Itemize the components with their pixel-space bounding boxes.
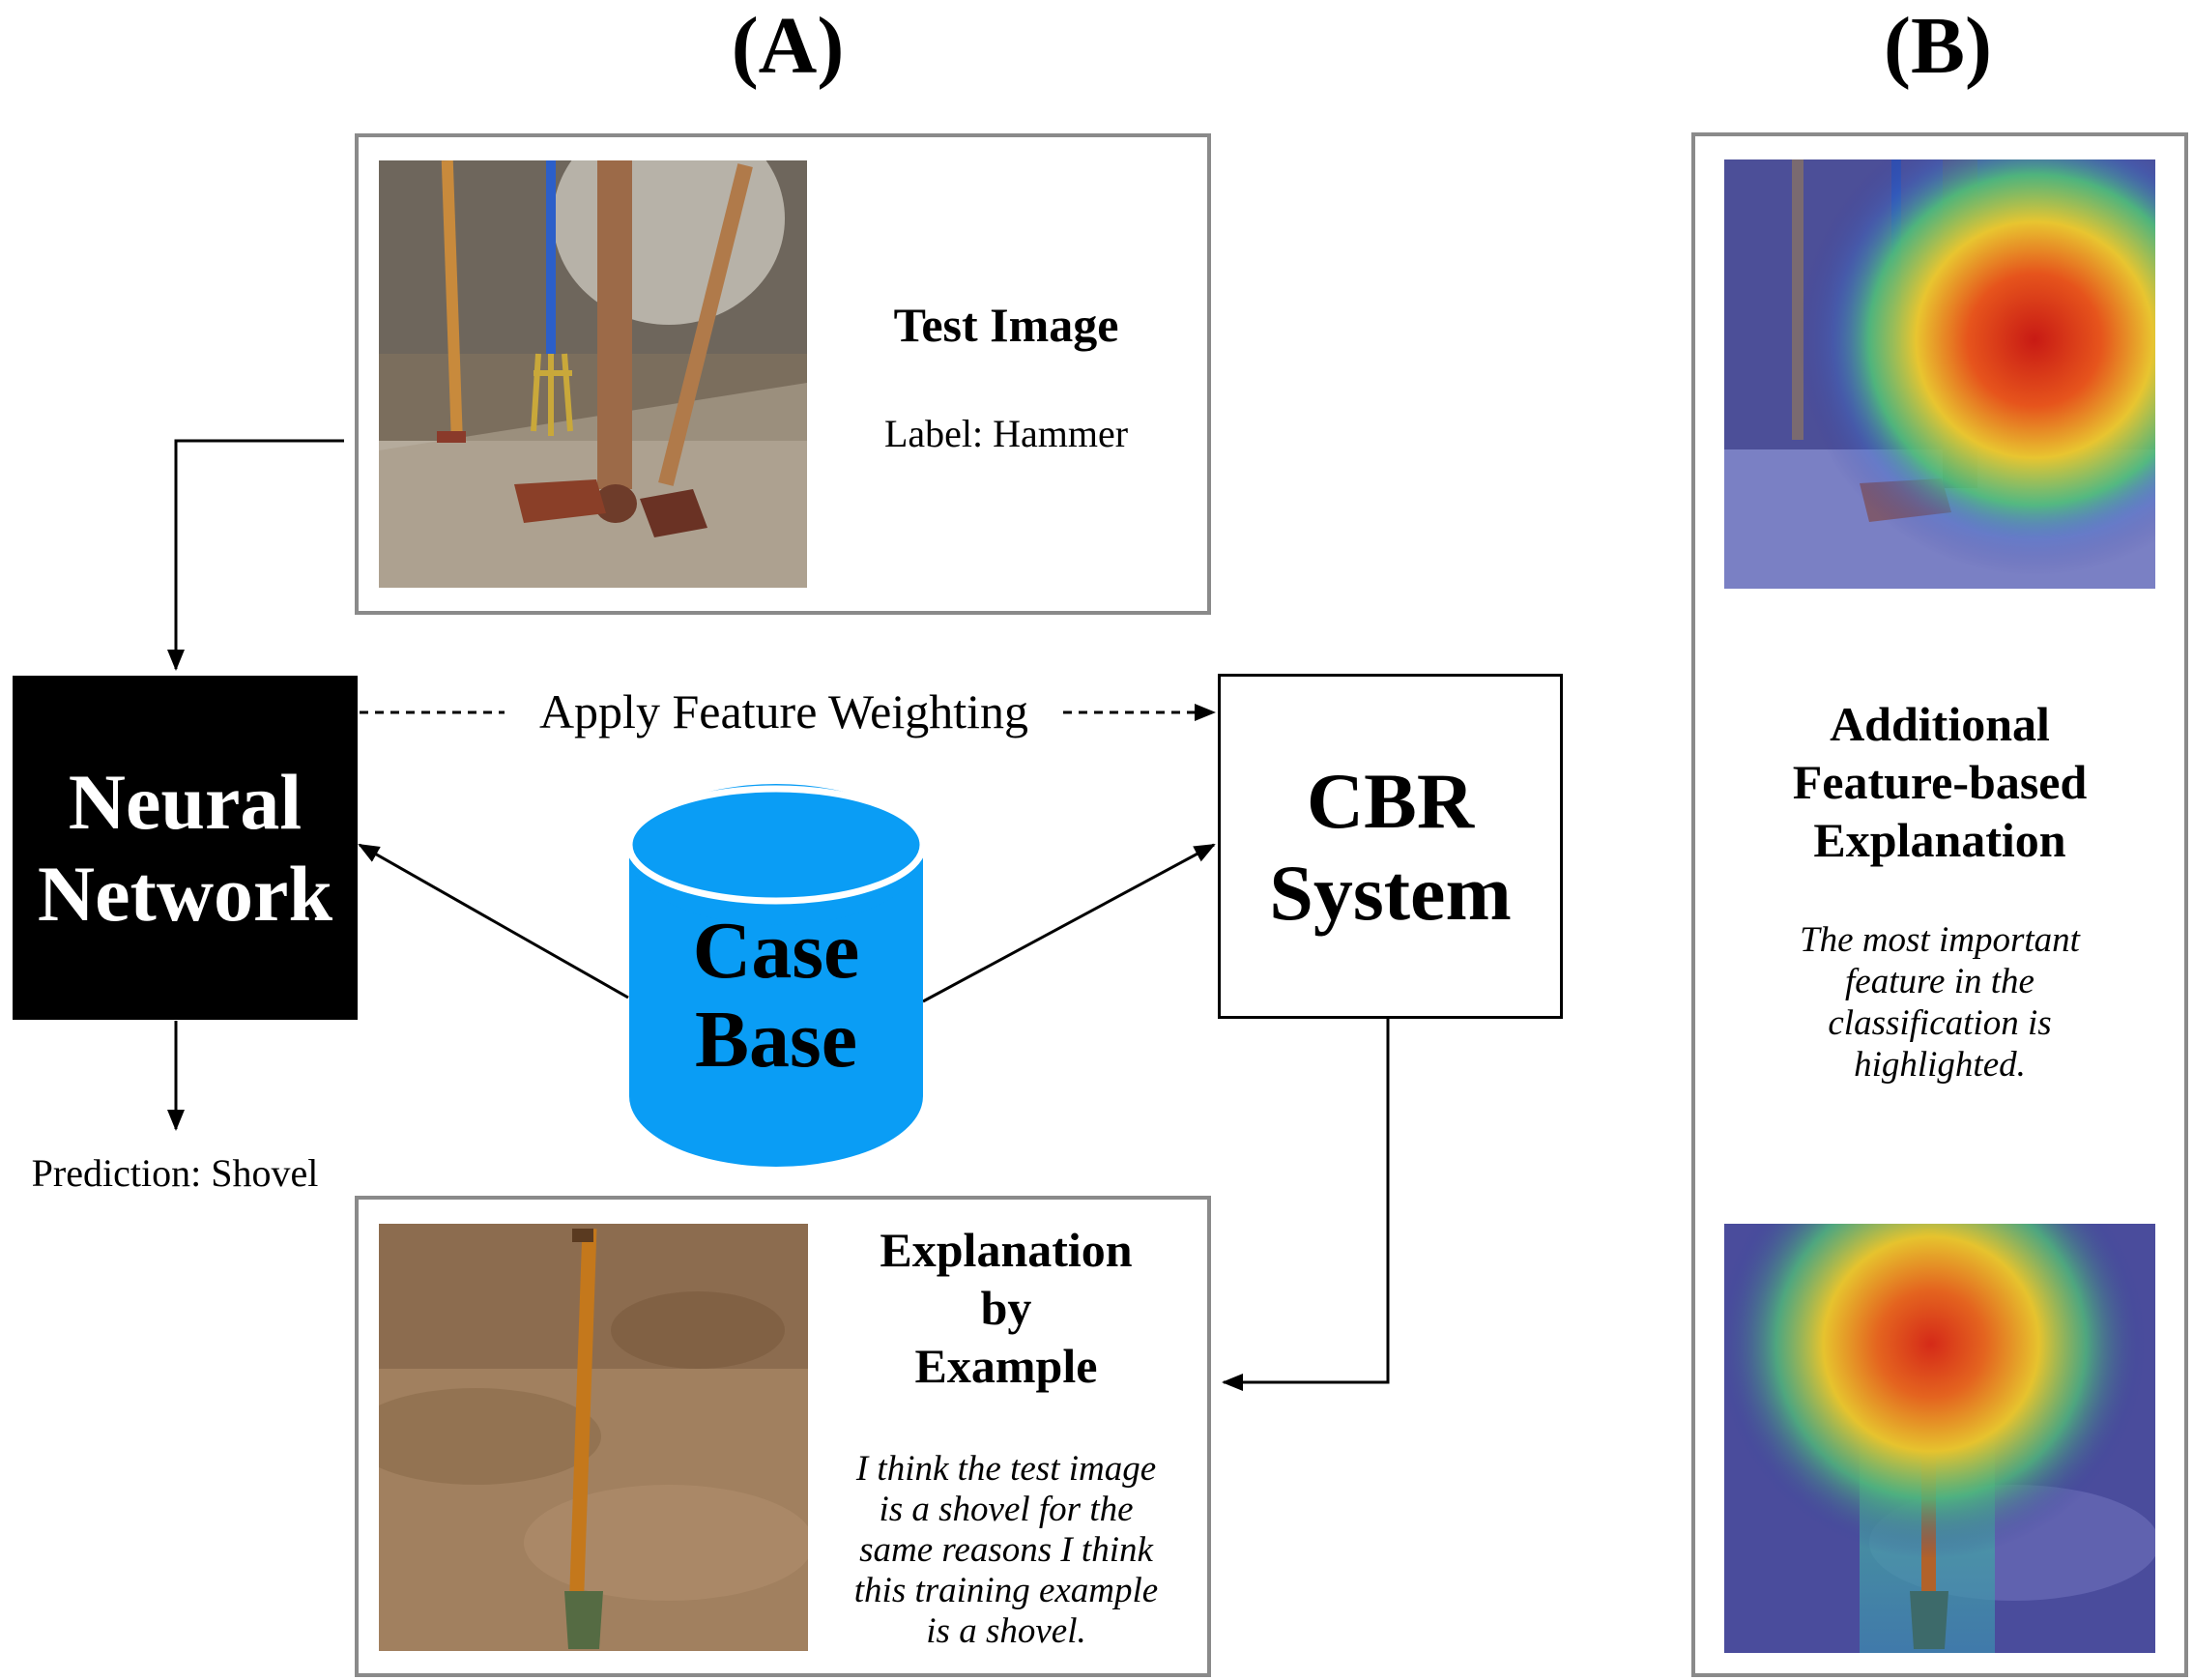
case-base-line1: Case bbox=[692, 906, 860, 996]
case-base-line2: Base bbox=[695, 995, 857, 1085]
feature-title-line1: Additional bbox=[1830, 697, 2050, 751]
cbr-system-line2: System bbox=[1269, 848, 1512, 937]
arrow-casebase-to-cbr bbox=[922, 843, 1216, 1003]
feature-explanation-box: Additional Feature-based Explanation The… bbox=[1691, 132, 2188, 1677]
test-heatmap-photo bbox=[1724, 159, 2155, 589]
example-title-line2: by bbox=[980, 1281, 1032, 1335]
arrow-cbr-to-example bbox=[1222, 1019, 1390, 1391]
test-image-title: Test Image bbox=[893, 298, 1119, 352]
feature-weighting-label: Apply Feature Weighting bbox=[538, 684, 1029, 739]
test-image-box: Test Image Label: Hammer bbox=[355, 133, 1211, 615]
arrow-test-to-nn bbox=[167, 439, 344, 671]
feature-body-line4: highlighted. bbox=[1854, 1045, 2026, 1085]
example-body-line4: this training example bbox=[853, 1571, 1159, 1610]
feature-body-line1: The most important bbox=[1800, 920, 2080, 960]
example-title-line3: Example bbox=[914, 1339, 1098, 1393]
neural-network-node: Neural Network bbox=[13, 676, 358, 1020]
example-title-line1: Explanation bbox=[880, 1223, 1133, 1277]
neural-network-line1: Neural bbox=[68, 758, 303, 846]
example-heatmap-photo bbox=[1724, 1224, 2155, 1653]
test-image-label: Label: Hammer bbox=[883, 412, 1129, 455]
test-image-photo bbox=[379, 160, 807, 588]
example-box: Explanation by Example I think the test … bbox=[355, 1196, 1211, 1677]
cbr-system-line1: CBR bbox=[1306, 756, 1475, 845]
example-body-line2: is a shovel for the bbox=[879, 1490, 1134, 1529]
panel-a-label: (A) bbox=[731, 1, 845, 91]
cbr-system-node: CBR System bbox=[1218, 674, 1563, 1019]
feature-title-line3: Explanation bbox=[1813, 813, 2066, 867]
neural-network-line2: Network bbox=[37, 850, 333, 938]
example-body-line3: same reasons I think bbox=[859, 1530, 1153, 1570]
arrow-casebase-to-nn bbox=[358, 843, 629, 999]
example-body-line1: I think the test image bbox=[855, 1449, 1157, 1489]
feature-body-line3: classification is bbox=[1828, 1003, 2052, 1043]
example-image-photo bbox=[379, 1224, 808, 1651]
prediction-label: Prediction: Shovel bbox=[31, 1151, 319, 1195]
feature-title-line2: Feature-based bbox=[1792, 755, 2088, 809]
case-base-cylinder: Case Base bbox=[626, 781, 926, 1170]
panel-b-label: (B) bbox=[1884, 1, 1992, 91]
feature-body-line2: feature in the bbox=[1845, 962, 2034, 1001]
example-body-line5: is a shovel. bbox=[926, 1611, 1086, 1651]
